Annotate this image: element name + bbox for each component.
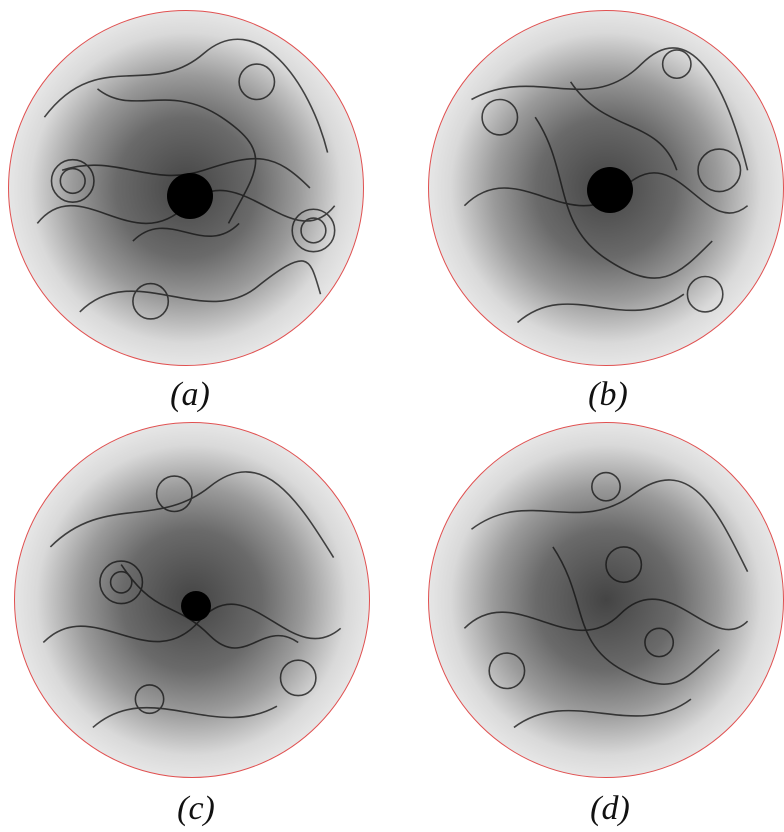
flow-disk-b xyxy=(428,10,784,366)
streamline-texture-a xyxy=(36,38,336,320)
caption-c: (c) xyxy=(177,790,215,827)
center-obstacle xyxy=(181,591,211,621)
caption-b: (b) xyxy=(588,376,628,413)
flow-disk-d xyxy=(428,422,784,778)
streamline-texture-d xyxy=(463,471,749,729)
caption-d: (d) xyxy=(590,790,630,827)
center-obstacle xyxy=(167,173,213,219)
flow-disk-a xyxy=(8,10,364,366)
streamline-texture-c xyxy=(42,471,342,729)
caption-a: (a) xyxy=(170,376,210,413)
flow-disk-c xyxy=(14,422,370,778)
center-obstacle xyxy=(587,167,633,213)
